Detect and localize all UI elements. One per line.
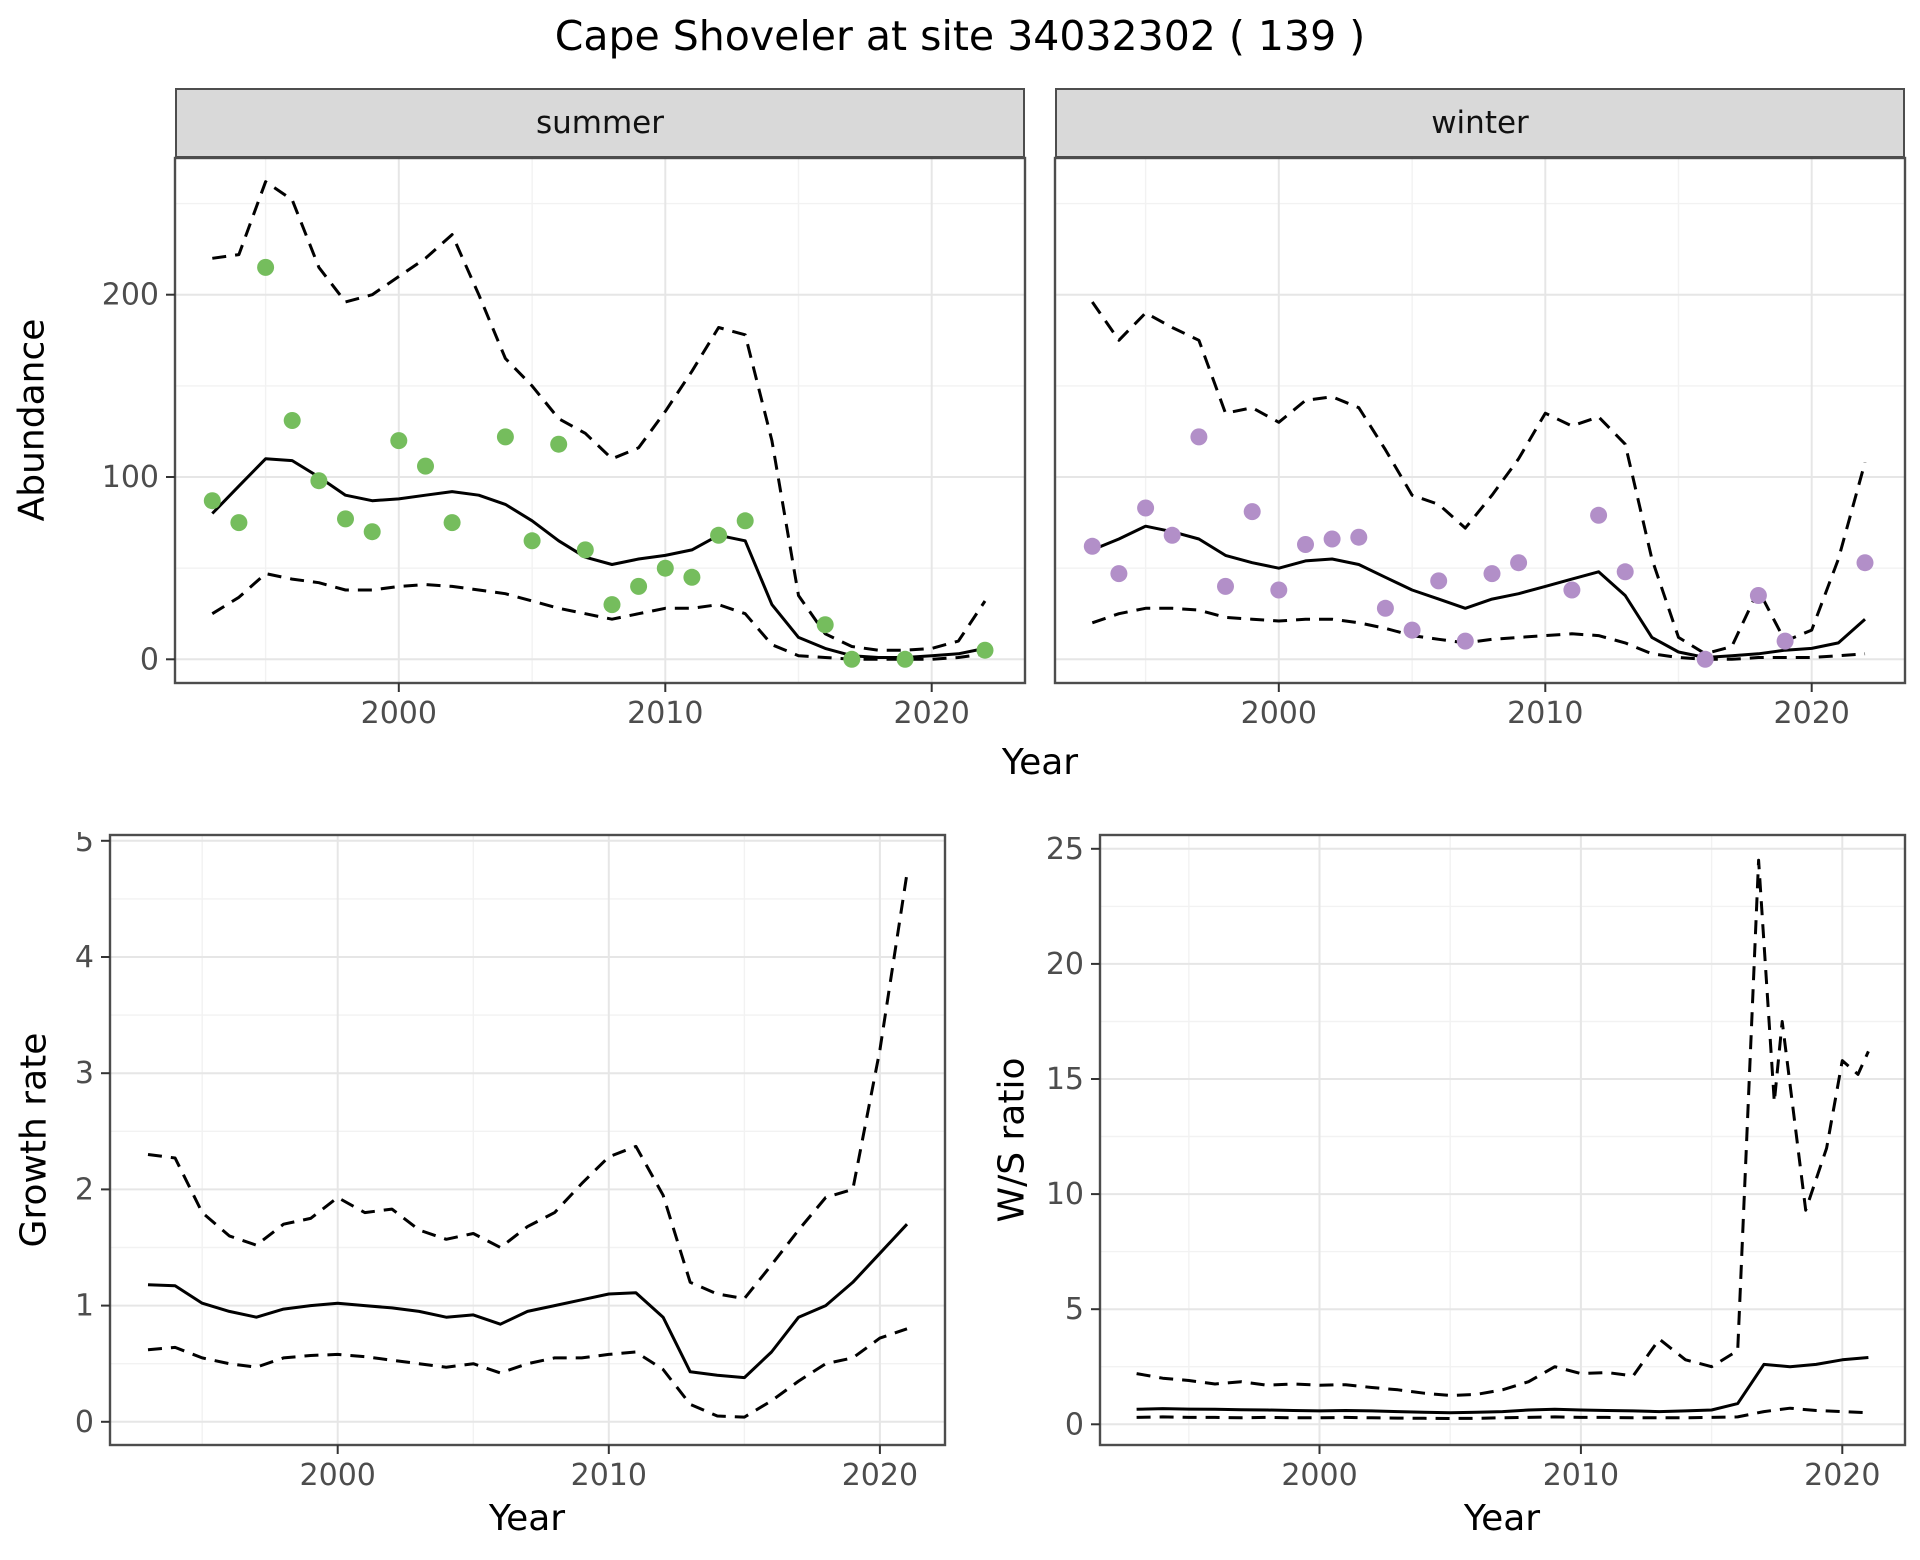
chart-title: Cape Shoveler at site 34032302 ( 139 )	[554, 12, 1366, 60]
svg-text:3: 3	[75, 1056, 94, 1091]
svg-text:25: 25	[1046, 832, 1084, 867]
facet-strip-summer: summer	[175, 88, 1025, 158]
svg-text:200: 200	[102, 278, 159, 313]
ws-xaxis-title: Year	[1463, 1498, 1541, 1539]
svg-text:5: 5	[75, 832, 94, 859]
ws-ratio-axis-title: W/S ratio	[991, 1057, 1033, 1223]
facet-strip-winter-label: winter	[1431, 105, 1529, 141]
svg-text:2020: 2020	[842, 1458, 918, 1493]
svg-text:2000: 2000	[1241, 696, 1317, 731]
svg-text:4: 4	[75, 940, 94, 975]
growth-rate-axis-title: Growth rate	[13, 1032, 55, 1248]
svg-text:100: 100	[102, 460, 159, 495]
svg-text:2010: 2010	[1543, 1458, 1619, 1493]
svg-text:2010: 2010	[1507, 696, 1583, 731]
svg-text:2020: 2020	[1774, 696, 1850, 731]
facet-strip-winter: winter	[1055, 88, 1905, 158]
svg-text:2000: 2000	[361, 696, 437, 731]
abundance-axis-title: Abundance	[11, 318, 53, 522]
svg-text:10: 10	[1046, 1177, 1084, 1212]
svg-text:2: 2	[75, 1172, 94, 1207]
svg-text:15: 15	[1046, 1062, 1084, 1097]
svg-text:2010: 2010	[571, 1458, 647, 1493]
svg-text:0: 0	[1065, 1407, 1084, 1442]
summer-abundance-plot: 2000 2010 2020 0 100 200	[102, 156, 1027, 731]
svg-text:0: 0	[75, 1405, 94, 1440]
winter-abundance-plot: 2000 2010 2020	[1053, 156, 1907, 731]
svg-text:20: 20	[1046, 947, 1084, 982]
top-xaxis-title: Year	[1001, 742, 1079, 783]
svg-text:2000: 2000	[1281, 1458, 1357, 1493]
growth-rate-plot: 2000 2010 2020 0 1 2 3 4 5	[75, 832, 947, 1493]
facet-strip-summer-label: summer	[535, 105, 664, 141]
ws-ratio-plot: 2000 2010 2020 0 5 10 15 20 25	[1046, 832, 1907, 1493]
svg-text:0: 0	[140, 642, 159, 677]
svg-text:5: 5	[1065, 1292, 1084, 1327]
svg-text:1: 1	[75, 1289, 94, 1324]
growth-xaxis-title: Year	[488, 1498, 566, 1539]
svg-text:2020: 2020	[1804, 1458, 1880, 1493]
svg-text:2020: 2020	[894, 696, 970, 731]
svg-text:2010: 2010	[627, 696, 703, 731]
svg-text:2000: 2000	[300, 1458, 376, 1493]
